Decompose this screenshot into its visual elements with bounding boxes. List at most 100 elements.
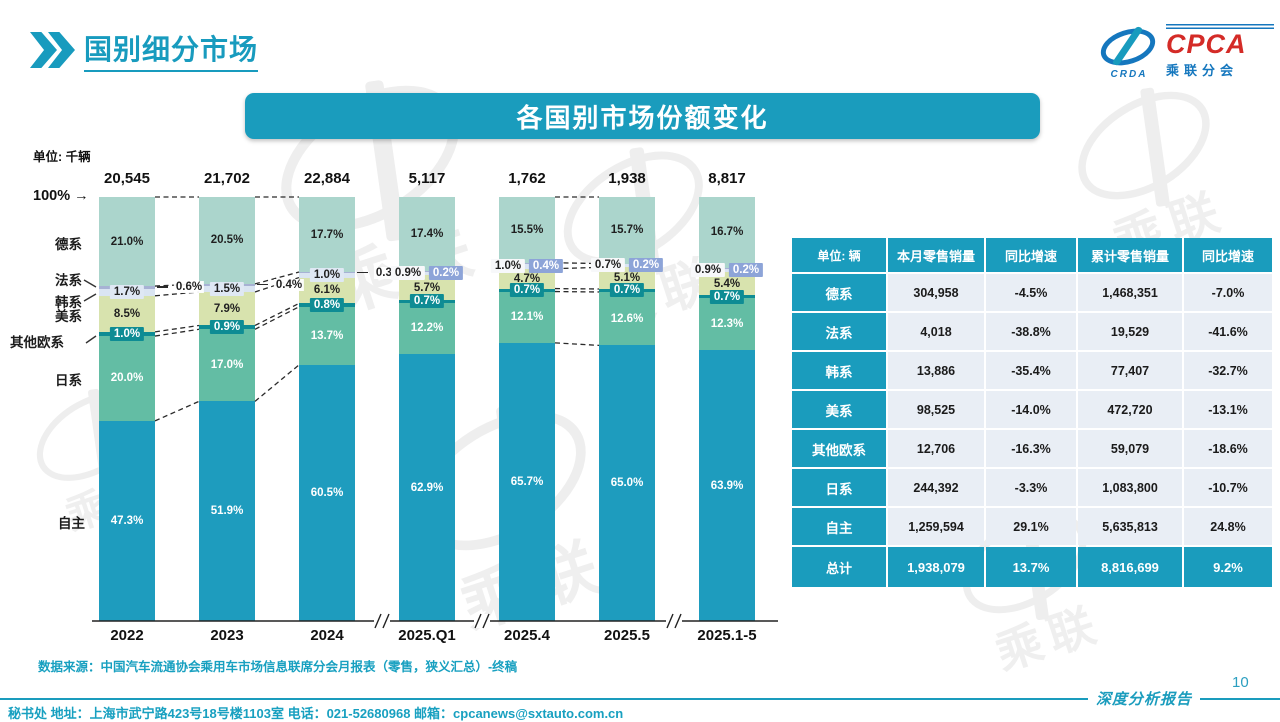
label-美系-2024: 6.1%: [314, 284, 340, 296]
unit-label: 单位: 千辆: [33, 146, 91, 165]
label-日系-2025.Q1: 12.2%: [411, 322, 444, 334]
table-cell: 19,529: [1078, 313, 1182, 350]
legend-label-美系: 美系: [55, 305, 82, 325]
table-cell: 304,958: [888, 274, 984, 311]
report-tagline: 深度分析报告: [1088, 688, 1200, 709]
label-美系-2025.Q1: 5.7%: [414, 282, 440, 294]
table-row-label: 德系: [792, 274, 886, 311]
label-法系-2025.4: 0.4%: [529, 259, 563, 273]
label-日系-2023: 17.0%: [211, 359, 244, 371]
callout-line-法系-2023: [257, 284, 268, 286]
x-axis-label-2025.Q1: 2025.Q1: [398, 627, 456, 644]
page-number: 10: [1232, 674, 1249, 691]
x-axis-label-2024: 2024: [310, 627, 343, 644]
label-法系-2025.1-5: 0.2%: [729, 263, 763, 277]
label-韩系-2023: 1.5%: [210, 282, 244, 296]
label-德系-2025.1-5: 16.7%: [711, 226, 744, 238]
table-row-label: 日系: [792, 469, 886, 506]
x-axis-label-2025.1-5: 2025.1-5: [697, 627, 756, 644]
table-cell: -13.1%: [1184, 391, 1272, 428]
label-其他欧系-2024: 0.8%: [310, 298, 344, 312]
label-自主-2023: 51.9%: [211, 505, 244, 517]
table-cell: 12,706: [888, 430, 984, 467]
label-自主-2022: 47.3%: [111, 515, 144, 527]
label-日系-2024: 13.7%: [311, 330, 344, 342]
table-cell: -38.8%: [986, 313, 1076, 350]
table-row-label: 法系: [792, 313, 886, 350]
logo-crda-text: CRDA: [1098, 69, 1160, 80]
watermark-slash-icon: [1140, 87, 1170, 207]
table-cell: -10.7%: [1184, 469, 1272, 506]
legend-label-其他欧系: 其他欧系: [10, 331, 64, 351]
label-其他欧系-2025.1-5: 0.7%: [710, 290, 744, 304]
label-法系-2025.5: 0.2%: [629, 258, 663, 272]
table-cell: -35.4%: [986, 352, 1076, 389]
label-其他欧系-2025.5: 0.7%: [610, 283, 644, 297]
label-自主-2025.Q1: 62.9%: [411, 482, 444, 494]
y-axis-100-label: 100% →: [33, 188, 89, 204]
page-title: 国别细分市场: [84, 28, 258, 72]
chart-banner-title: 各国别市场份额变化: [245, 93, 1040, 139]
table-cell: 1,083,800: [1078, 469, 1182, 506]
label-其他欧系-2023: 0.9%: [210, 320, 244, 334]
label-德系-2022: 21.0%: [111, 236, 144, 248]
table-row-label: 韩系: [792, 352, 886, 389]
table-cell: -32.7%: [1184, 352, 1272, 389]
table-header-cell: 累计零售销量: [1078, 238, 1182, 272]
callout-line-法系-2022: [157, 286, 168, 288]
bar-total-2024: 22,884: [304, 170, 350, 187]
bar-total-2023: 21,702: [204, 170, 250, 187]
table-total-cell: 总计: [792, 547, 886, 587]
label-自主-2025.4: 65.7%: [511, 476, 544, 488]
table-cell: 5,635,813: [1078, 508, 1182, 545]
callout-line-法系-2024: [357, 272, 368, 274]
label-日系-2025.1-5: 12.3%: [711, 318, 744, 330]
logo-chinese-text: 乘联分会: [1166, 60, 1274, 79]
bar-total-2025.4: 1,762: [508, 170, 546, 187]
label-德系-2023: 20.5%: [211, 234, 244, 246]
table-cell: 1,468,351: [1078, 274, 1182, 311]
label-美系-2022: 8.5%: [114, 308, 140, 320]
cpca-logo: CRDA CPCA 乘联分会: [1098, 24, 1274, 82]
label-美系-2023: 7.9%: [214, 303, 240, 315]
label-自主-2025.1-5: 63.9%: [711, 480, 744, 492]
label-日系-2025.4: 12.1%: [511, 311, 544, 323]
table-header-cell: 同比增速: [1184, 238, 1272, 272]
label-韩系-2024: 1.0%: [310, 268, 344, 282]
table-total-cell: 1,938,079: [888, 547, 984, 587]
table-row-label: 美系: [792, 391, 886, 428]
table-cell: 13,886: [888, 352, 984, 389]
label-韩系-2025.Q1: 0.9%: [391, 266, 425, 280]
table-cell: -18.6%: [1184, 430, 1272, 467]
label-韩系-2022: 1.7%: [110, 285, 144, 299]
label-德系-2025.5: 15.7%: [611, 224, 644, 236]
label-德系-2025.Q1: 17.4%: [411, 228, 444, 240]
legend-label-日系: 日系: [55, 369, 82, 389]
table-cell: 98,525: [888, 391, 984, 428]
legend-label-德系: 德系: [55, 233, 82, 253]
legend-label-法系: 法系: [55, 269, 82, 289]
table-cell: -16.3%: [986, 430, 1076, 467]
table-cell: 77,407: [1078, 352, 1182, 389]
label-其他欧系-2022: 1.0%: [110, 327, 144, 341]
label-其他欧系-2025.4: 0.7%: [510, 283, 544, 297]
bar-total-2022: 20,545: [104, 170, 150, 187]
label-自主-2025.5: 65.0%: [611, 477, 644, 489]
label-韩系-2025.4: 1.0%: [491, 259, 525, 273]
table-cell: -41.6%: [1184, 313, 1272, 350]
table-cell: 59,079: [1078, 430, 1182, 467]
label-法系-2022: 0.6%: [174, 281, 204, 293]
table-header-cell: 本月零售销量: [888, 238, 984, 272]
label-自主-2024: 60.5%: [311, 487, 344, 499]
label-美系-2025.5: 5.1%: [614, 272, 640, 284]
